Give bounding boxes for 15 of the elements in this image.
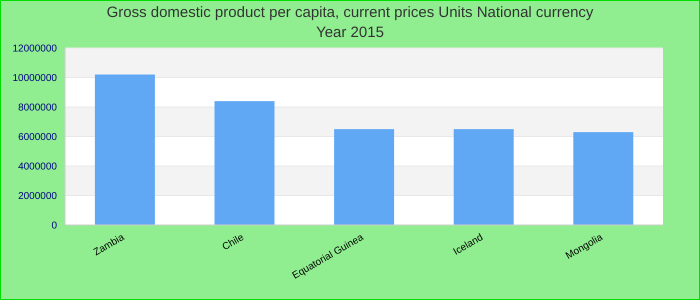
bar: [454, 129, 514, 225]
x-tick-label: Chile: [220, 232, 246, 253]
y-tick-label: 2000000: [18, 191, 58, 202]
bar: [94, 74, 155, 225]
bar: [573, 132, 634, 225]
y-tick-label: 0: [51, 220, 58, 232]
y-tick-label: 10000000: [12, 73, 58, 84]
bar: [334, 129, 394, 225]
y-tick-label: 8000000: [18, 102, 58, 114]
bar: [214, 101, 274, 225]
y-tick-label: 6000000: [18, 132, 58, 144]
chart-title: Gross domestic product per capita, current prices Units National currency: [106, 3, 594, 23]
y-tick-label: 4000000: [18, 162, 58, 173]
y-tick-label: 12000000: [12, 44, 58, 55]
chart-subtitle: Year 2015: [315, 23, 385, 43]
